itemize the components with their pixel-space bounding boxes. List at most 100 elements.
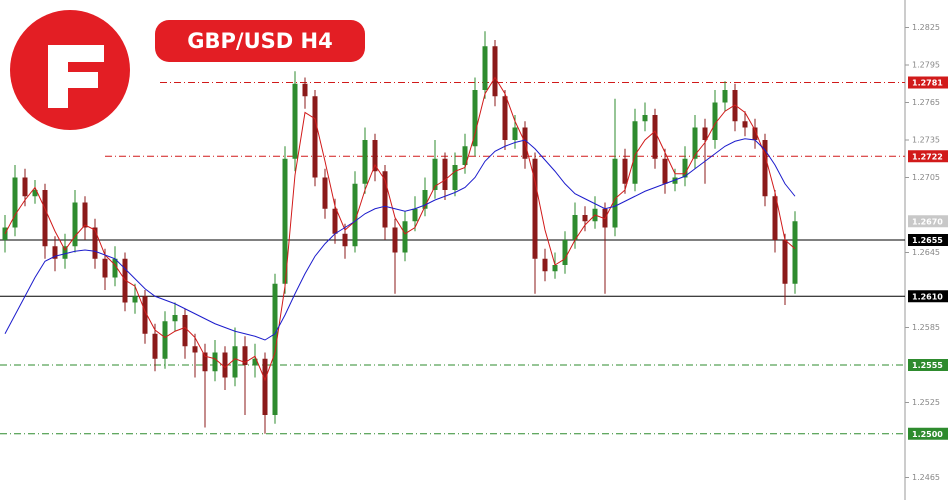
candle-body	[702, 127, 708, 140]
candle-body	[762, 140, 768, 197]
candle-body	[372, 140, 378, 172]
candle-body	[142, 296, 148, 334]
candle-body	[552, 265, 558, 272]
candle-body	[712, 102, 718, 140]
level-label: 1.2655	[912, 236, 943, 245]
candle-body	[462, 146, 468, 165]
candle-body	[152, 333, 158, 359]
candle-body	[582, 215, 588, 222]
candle-body	[102, 258, 108, 278]
candle-body	[732, 90, 738, 122]
candle-body	[232, 346, 238, 378]
candle-body	[422, 190, 428, 209]
logo-letter	[48, 45, 104, 108]
candle-body	[612, 158, 618, 228]
candle-body	[22, 177, 28, 197]
candle-body	[432, 158, 438, 190]
candle-body	[502, 96, 508, 140]
y-tick-label: 1.2705	[912, 173, 940, 182]
candle-body	[202, 352, 208, 372]
current-price-box	[908, 215, 948, 228]
logo-circle	[10, 10, 130, 130]
y-tick-label: 1.2795	[912, 61, 940, 70]
candle-body	[362, 140, 368, 184]
candle-body	[52, 246, 58, 259]
candle-body	[792, 221, 798, 284]
candle-body	[342, 233, 348, 247]
level-label: 1.2500	[912, 430, 943, 439]
level-box	[908, 150, 948, 163]
candle-body	[532, 158, 538, 259]
current-price-label: 1.2670	[912, 217, 943, 226]
candle-body	[62, 246, 68, 259]
candle-body	[112, 258, 118, 278]
level-label: 1.2555	[912, 361, 943, 370]
candle-body	[132, 296, 138, 303]
candle-body	[282, 158, 288, 284]
y-tick-label: 1.2645	[912, 248, 940, 257]
candle-body	[12, 177, 18, 228]
candle-body	[72, 202, 78, 247]
y-tick-label: 1.2735	[912, 136, 940, 145]
candle-body	[192, 346, 198, 353]
candle-body	[252, 358, 258, 365]
y-tick-label: 1.2585	[912, 323, 940, 332]
moving-average	[4, 76, 796, 382]
candle-body	[292, 83, 298, 159]
y-tick-label: 1.2765	[912, 98, 940, 107]
candle-body	[182, 315, 188, 347]
candle-body	[262, 358, 268, 415]
candle-body	[172, 315, 178, 322]
candle-body	[442, 158, 448, 190]
candle-body	[222, 352, 228, 378]
candle-body	[692, 127, 698, 159]
candle-body	[672, 177, 678, 184]
candle-body	[652, 115, 658, 159]
candle-body	[322, 177, 328, 209]
candle-body	[162, 321, 168, 359]
candle-body	[782, 240, 788, 284]
candle-body	[452, 165, 458, 190]
level-box	[908, 427, 948, 440]
candle-body	[472, 90, 478, 147]
level-label: 1.2781	[912, 79, 943, 88]
y-tick-label: 1.2825	[912, 23, 940, 32]
candle-body	[752, 127, 758, 140]
level-label: 1.2722	[912, 152, 943, 161]
level-label: 1.2610	[912, 292, 943, 301]
level-box	[908, 76, 948, 89]
candle-body	[682, 158, 688, 178]
candle-body	[332, 208, 338, 234]
candle-body	[312, 96, 318, 178]
candle-body	[772, 196, 778, 240]
candle-body	[482, 46, 488, 90]
candle-body	[572, 215, 578, 240]
level-box	[908, 359, 948, 371]
moving-average	[4, 138, 796, 341]
title-badge	[155, 20, 365, 62]
candle-body	[212, 352, 218, 372]
candle-body	[302, 83, 308, 97]
candle-body	[392, 227, 398, 253]
level-box	[908, 290, 948, 303]
candle-body	[82, 202, 88, 228]
candle-body	[402, 221, 408, 253]
chart-title: GBP/USD H4	[187, 29, 332, 53]
candle-body	[242, 346, 248, 365]
candle-body	[32, 190, 38, 197]
candle-body	[492, 46, 498, 97]
candle-body	[642, 115, 648, 122]
candle-body	[722, 90, 728, 103]
candle-body	[662, 158, 668, 184]
candle-body	[122, 258, 128, 303]
candle-body	[622, 158, 628, 184]
candle-body	[382, 171, 388, 228]
candle-body	[92, 227, 98, 259]
logo	[10, 10, 130, 130]
candle-body	[512, 127, 518, 140]
y-tick-label: 1.2465	[912, 473, 940, 482]
candle-body	[632, 121, 638, 184]
